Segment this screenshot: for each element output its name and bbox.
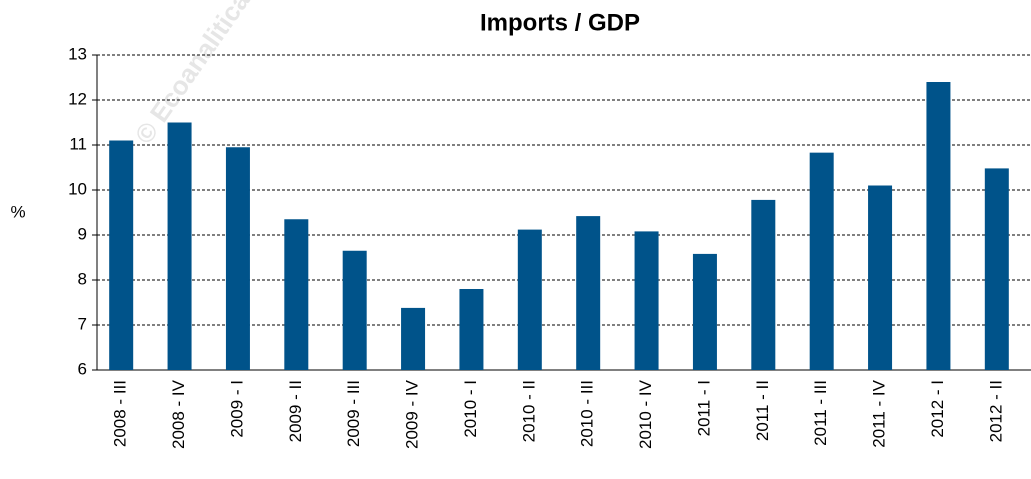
y-tick-label: 9: [78, 224, 87, 243]
chart-title: Imports / GDP: [480, 9, 640, 36]
x-tick-label: 2009 - II: [286, 380, 305, 442]
bar: [751, 199, 776, 370]
x-tick-label: 2012 - II: [986, 380, 1005, 442]
x-tick-label: 2011 - II: [753, 380, 772, 441]
bar: [401, 307, 426, 370]
x-tick-label: 2010 - I: [461, 380, 480, 438]
bar: [809, 152, 834, 370]
x-tick-label: 2009 - IV: [403, 379, 422, 449]
bar: [692, 253, 717, 370]
x-tick-label: 2008 - III: [111, 380, 130, 447]
bar: [984, 168, 1009, 370]
x-tick-label: 2011 - I: [694, 380, 713, 436]
bar: [284, 219, 309, 370]
x-tick-label: 2009 - III: [344, 380, 363, 447]
y-tick-label: 13: [68, 44, 87, 63]
x-tick-label: 2009 - I: [227, 380, 246, 438]
y-tick-label: 12: [68, 89, 87, 108]
x-tick-label: 2012 - I: [928, 380, 947, 438]
bar: [342, 250, 367, 370]
y-axis-label: %: [10, 202, 25, 221]
x-tick-label: 2008 - IV: [169, 379, 188, 449]
x-tick-label: 2010 - IV: [636, 379, 655, 449]
bar: [868, 185, 893, 370]
x-tick-label: 2011 - IV: [870, 379, 889, 447]
x-tick-label: 2010 - III: [578, 380, 597, 447]
bar: [225, 147, 250, 370]
bar: [109, 140, 134, 370]
watermark: © Ecoanalitica –: [129, 0, 268, 149]
y-tick-label: 6: [78, 359, 87, 378]
bar: [167, 122, 192, 370]
y-tick-label: 11: [69, 134, 87, 153]
y-tick-label: 8: [78, 269, 87, 288]
y-tick-label: 7: [78, 314, 87, 333]
x-tick-label: 2011 - III: [811, 380, 830, 446]
bar: [576, 216, 601, 370]
bar: [459, 289, 484, 370]
bar: [634, 231, 659, 370]
y-tick-label: 10: [68, 179, 87, 198]
bar: [517, 229, 542, 370]
x-tick-label: 2010 - II: [519, 380, 538, 442]
bar: [926, 82, 951, 370]
